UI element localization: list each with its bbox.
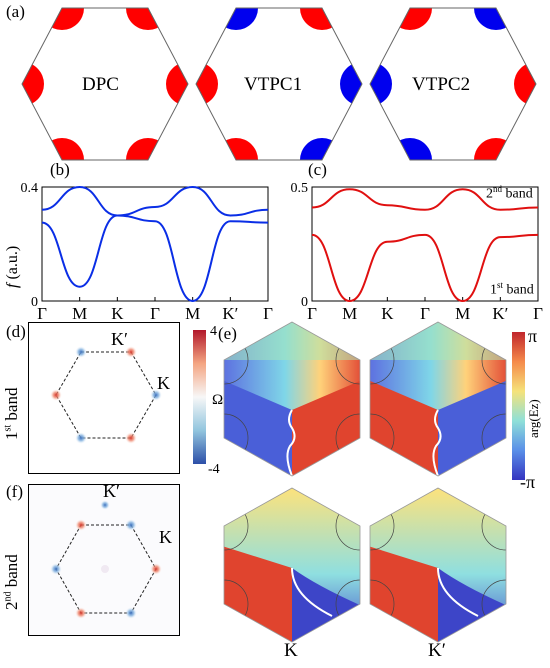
band2-sup: nd xyxy=(493,184,502,194)
omega-min: -4 xyxy=(208,462,220,477)
band-c-xtick-label: K xyxy=(381,304,394,323)
panel-d-label: (d) xyxy=(6,322,26,341)
y-axis-label: f (a.u.) xyxy=(2,202,22,292)
d-kprime-label: K′ xyxy=(111,329,128,349)
omega-symbol: Ω xyxy=(212,392,224,408)
berry-curvature-map-band2: K′ K xyxy=(28,481,180,636)
row2-sup: nd xyxy=(2,591,14,602)
f-k-label: K xyxy=(159,527,172,547)
band-b-series-1 xyxy=(41,214,269,303)
berry-curvature-map-band1: K′ K xyxy=(28,322,180,474)
band-plot-c: Γ M K Γ M K′ Γ00.5 xyxy=(291,181,544,323)
phase-title-text: arg(Ez) xyxy=(526,399,541,438)
row-label-1st-band: 1st band xyxy=(2,330,24,480)
panel-c-label: (c) xyxy=(308,160,327,179)
phase-colorbar xyxy=(512,332,525,480)
phase-min: -π xyxy=(520,472,536,492)
band-c-ytick-label: 0 xyxy=(301,295,308,310)
band-b-xtick-label: Γ xyxy=(150,304,160,323)
band-b-series-2 xyxy=(41,185,269,217)
band-c-series-1 xyxy=(311,233,539,303)
field-phase-hex-3 xyxy=(223,487,361,643)
freq-symbol: f xyxy=(4,283,21,288)
band1-label: 1st band xyxy=(490,280,534,299)
band-b-ytick-label: 0 xyxy=(31,295,38,310)
band2-label: 2nd band xyxy=(486,184,533,203)
panel-e-label: (e) xyxy=(218,324,237,343)
band2-num: 2 xyxy=(486,186,493,202)
hexagon-dpc-corner-label: a xyxy=(48,44,56,61)
band-plot-b: Γ M K Γ M K′ Γ00.4 xyxy=(21,181,274,323)
hexagon-dpc-label: DPC xyxy=(82,74,119,95)
band2-word: band xyxy=(502,186,533,202)
row-label-2nd-band: 2nd band xyxy=(2,490,24,640)
panel-a-label: (a) xyxy=(6,2,25,21)
band-b-xtick-label: K′ xyxy=(222,304,238,323)
phase-title: arg(Ez) xyxy=(524,380,544,440)
f-kprime-label: K′ xyxy=(103,481,120,501)
row2-num: 2 xyxy=(2,601,21,611)
row1-word: band xyxy=(2,387,21,425)
hexagon-vtpc1 xyxy=(195,7,363,161)
band-b-xtick-label: Γ xyxy=(37,304,47,323)
hexagon-vtpc2-label: VTPC2 xyxy=(412,74,471,95)
panel-b-label: (b) xyxy=(50,160,70,179)
freq-unit: (a.u.) xyxy=(4,245,21,284)
field-phase-hex-4 xyxy=(369,487,507,643)
band-c-xtick-label: K′ xyxy=(492,304,508,323)
band-b-xtick-label: M xyxy=(185,304,200,323)
row1-num: 1 xyxy=(2,431,21,441)
hexagon-vtpc1-label: VTPC1 xyxy=(244,74,303,95)
band-c-xtick-label: Γ xyxy=(307,304,317,323)
band-c-xtick-label: M xyxy=(455,304,470,323)
band-b-xtick-label: K xyxy=(111,304,124,323)
field-phase-hex-2 xyxy=(369,321,507,477)
band-c-ytick-label: 0.5 xyxy=(291,181,309,196)
phase-max: π xyxy=(528,326,538,346)
band-c-series-2 xyxy=(311,188,539,211)
band1-word: band xyxy=(503,282,534,298)
band-b-ytick-label: 0.4 xyxy=(21,181,39,196)
band-b-frame xyxy=(41,186,269,302)
panel-f-label: (f) xyxy=(6,482,23,501)
band-c-xtick-label: M xyxy=(342,304,357,323)
e-bottom-kprime-label: K′ xyxy=(428,640,446,661)
band1-num: 1 xyxy=(490,282,497,298)
band1-sup: st xyxy=(497,280,504,290)
e-bottom-k-label: K xyxy=(284,640,298,661)
hexagon-vtpc1-corner-label: b xyxy=(222,44,230,61)
hexagon-vtpc2 xyxy=(369,7,537,161)
row2-word: band xyxy=(2,554,21,592)
field-phase-hex-1 xyxy=(223,321,361,477)
band-c-xtick-label: Γ xyxy=(420,304,430,323)
d-k-label: K xyxy=(157,373,170,393)
omega-colorbar xyxy=(193,330,206,464)
band-b-xtick-label: Γ xyxy=(263,304,273,323)
omega-max: 4 xyxy=(210,324,217,339)
row1-sup: st xyxy=(2,424,14,432)
hexagon-dpc xyxy=(21,7,189,161)
band-c-xtick-label: Γ xyxy=(533,304,543,323)
band-b-xtick-label: M xyxy=(72,304,87,323)
